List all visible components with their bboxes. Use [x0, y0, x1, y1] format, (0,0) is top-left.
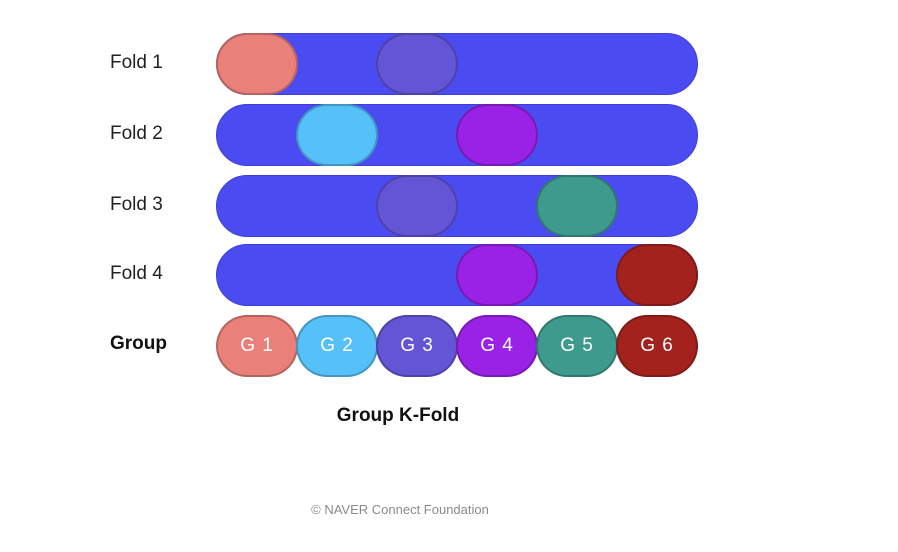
group-pill-1: G 1 — [216, 315, 298, 377]
fold-3-group-3-segment — [376, 175, 458, 237]
fold-label-4: Fold 4 — [110, 263, 163, 284]
fold-1-group-3-segment — [376, 33, 458, 95]
fold-1-group-1-segment — [216, 33, 298, 95]
fold-label-1: Fold 1 — [110, 52, 163, 73]
group-pill-6: G 6 — [616, 315, 698, 377]
fold-label-3: Fold 3 — [110, 194, 163, 215]
fold-4-group-4-segment — [456, 244, 538, 306]
group-pill-2: G 2 — [296, 315, 378, 377]
diagram-title: Group K-Fold — [336, 405, 460, 426]
fold-label-2: Fold 2 — [110, 123, 163, 144]
fold-2-group-2-segment — [296, 104, 378, 166]
group-row-label: Group — [110, 333, 167, 354]
copyright-footer: © NAVER Connect Foundation — [311, 502, 489, 517]
fold-3-group-5-segment — [536, 175, 618, 237]
fold-2-group-4-segment — [456, 104, 538, 166]
group-pill-5: G 5 — [536, 315, 618, 377]
group-pill-3: G 3 — [376, 315, 458, 377]
fold-4-group-6-segment — [616, 244, 698, 306]
group-pill-4: G 4 — [456, 315, 538, 377]
